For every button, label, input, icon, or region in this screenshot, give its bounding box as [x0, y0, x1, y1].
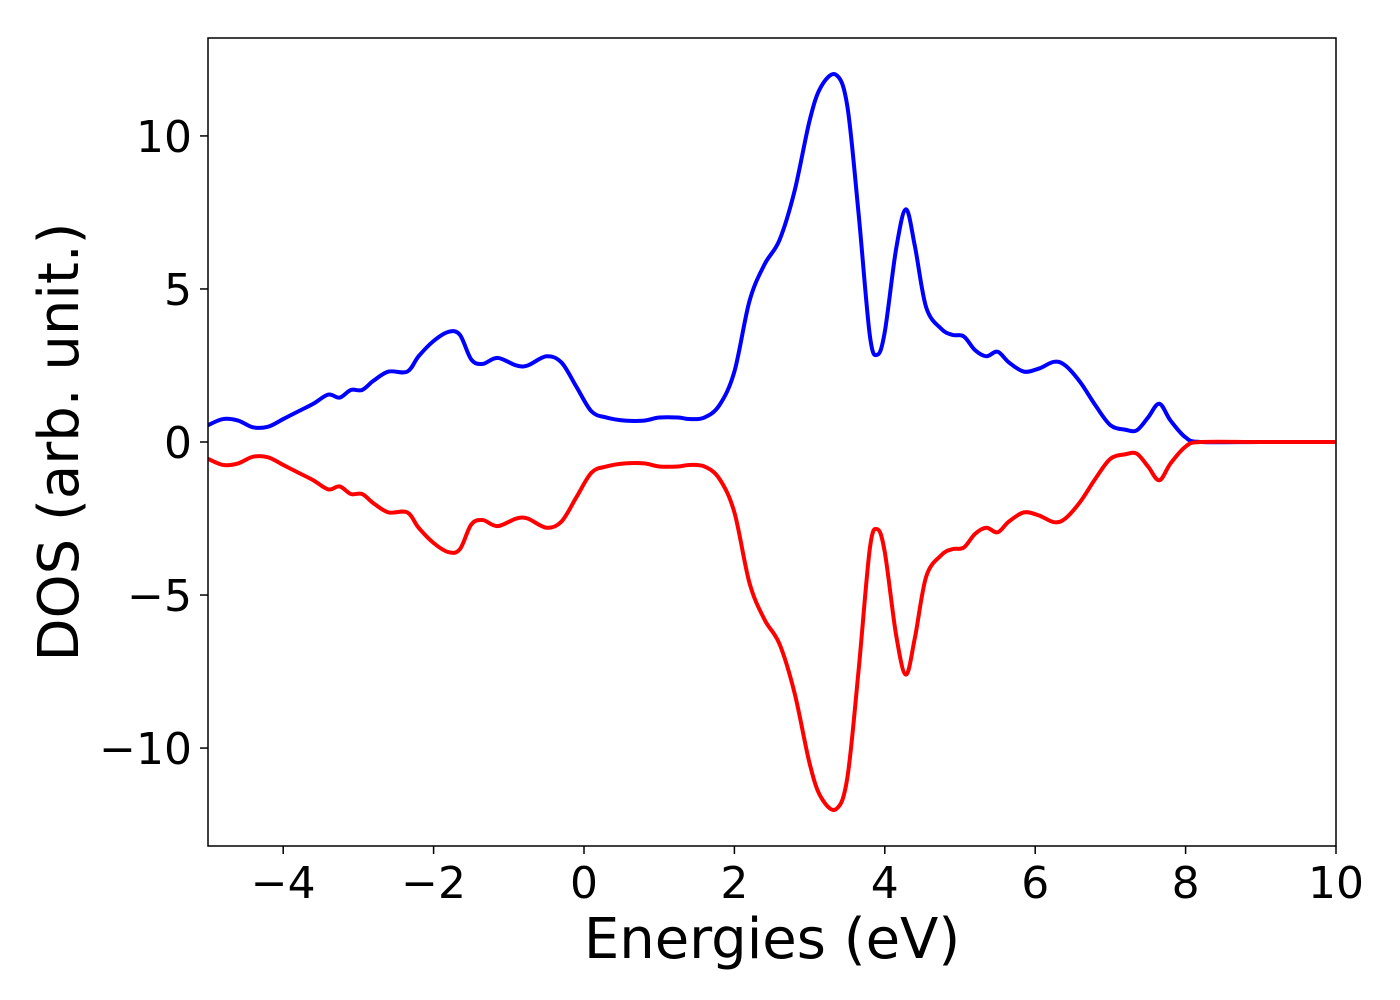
y-axis-ticks: 10 5 0 −5 −10: [99, 112, 208, 775]
y-tick-label: 5: [164, 265, 192, 316]
x-axis-label: Energies (eV): [584, 907, 960, 972]
series-line-1: [208, 72, 1336, 445]
y-tick-label: 10: [136, 112, 192, 163]
x-tick-label: 6: [1021, 858, 1049, 909]
y-tick-label: −10: [99, 724, 192, 775]
x-tick-label: −4: [251, 858, 316, 909]
x-tick-label: 2: [720, 858, 748, 909]
series-layer: [208, 72, 1336, 812]
y-tick-label: −5: [127, 571, 192, 622]
x-tick-label: 10: [1308, 858, 1364, 909]
y-axis-label: DOS (arb. unit.): [27, 222, 92, 661]
x-tick-label: 8: [1172, 858, 1200, 909]
x-tick-label: 0: [570, 858, 598, 909]
series-line-2: [208, 439, 1336, 812]
x-tick-label: −2: [401, 858, 466, 909]
x-tick-label: 4: [871, 858, 899, 909]
x-axis-ticks: −4 −2 0 2 4 6 8 10: [251, 846, 1364, 909]
plot-frame: [207, 37, 1337, 847]
y-tick-label: 0: [164, 418, 192, 469]
